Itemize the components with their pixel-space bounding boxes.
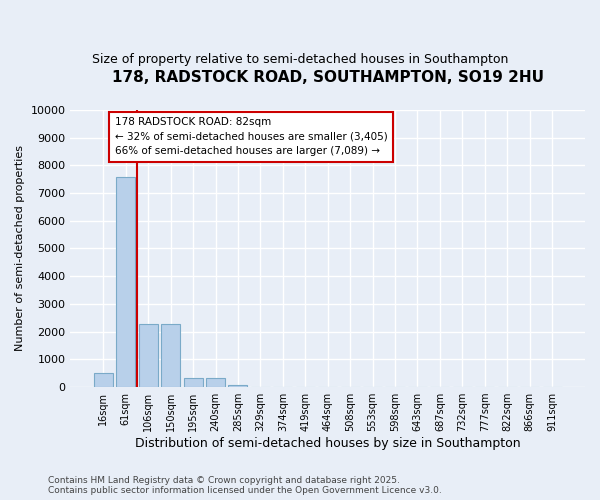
X-axis label: Distribution of semi-detached houses by size in Southampton: Distribution of semi-detached houses by …: [135, 437, 521, 450]
Text: Size of property relative to semi-detached houses in Southampton: Size of property relative to semi-detach…: [92, 52, 508, 66]
Bar: [139, 324, 158, 387]
Title: 178, RADSTOCK ROAD, SOUTHAMPTON, SO19 2HU: 178, RADSTOCK ROAD, SOUTHAMPTON, SO19 2H…: [112, 70, 544, 85]
Bar: [206, 378, 225, 387]
Y-axis label: Number of semi-detached properties: Number of semi-detached properties: [15, 146, 25, 352]
Text: 178 RADSTOCK ROAD: 82sqm
← 32% of semi-detached houses are smaller (3,405)
66% o: 178 RADSTOCK ROAD: 82sqm ← 32% of semi-d…: [115, 116, 388, 156]
Text: Contains HM Land Registry data © Crown copyright and database right 2025.
Contai: Contains HM Land Registry data © Crown c…: [48, 476, 442, 495]
Bar: [184, 378, 203, 387]
Bar: [116, 177, 136, 387]
Bar: [94, 372, 113, 387]
Bar: [229, 385, 247, 387]
Bar: [161, 324, 180, 387]
